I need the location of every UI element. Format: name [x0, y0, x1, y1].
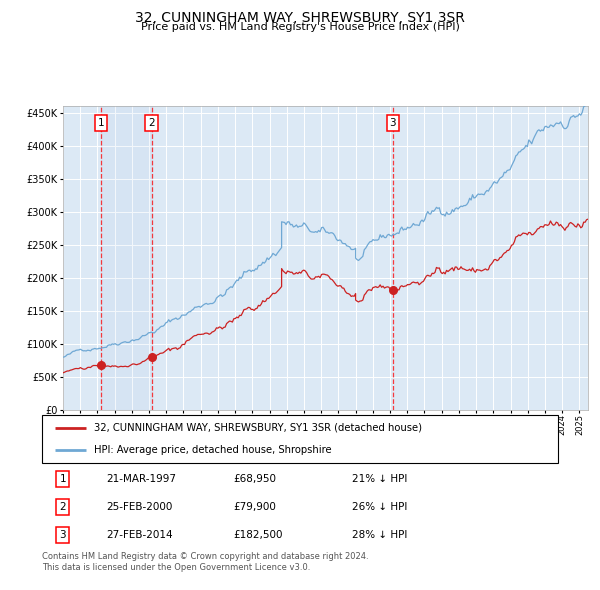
Text: 26% ↓ HPI: 26% ↓ HPI [352, 502, 407, 512]
Text: 27-FEB-2014: 27-FEB-2014 [107, 530, 173, 540]
Text: 28% ↓ HPI: 28% ↓ HPI [352, 530, 407, 540]
FancyBboxPatch shape [42, 415, 558, 463]
Bar [101, 106, 152, 410]
Text: £182,500: £182,500 [233, 530, 283, 540]
Text: 25-FEB-2000: 25-FEB-2000 [107, 502, 173, 512]
Text: 1: 1 [98, 118, 104, 128]
Text: Contains HM Land Registry data © Crown copyright and database right 2024.
This d: Contains HM Land Registry data © Crown c… [42, 552, 368, 572]
Text: £68,950: £68,950 [233, 474, 276, 484]
Text: 3: 3 [59, 530, 66, 540]
Text: £79,900: £79,900 [233, 502, 276, 512]
Text: Price paid vs. HM Land Registry's House Price Index (HPI): Price paid vs. HM Land Registry's House … [140, 22, 460, 32]
Text: HPI: Average price, detached house, Shropshire: HPI: Average price, detached house, Shro… [94, 445, 331, 455]
Text: 2: 2 [59, 502, 66, 512]
Text: 21-MAR-1997: 21-MAR-1997 [107, 474, 176, 484]
Text: 32, CUNNINGHAM WAY, SHREWSBURY, SY1 3SR (detached house): 32, CUNNINGHAM WAY, SHREWSBURY, SY1 3SR … [94, 423, 422, 433]
Text: 1: 1 [59, 474, 66, 484]
Text: 32, CUNNINGHAM WAY, SHREWSBURY, SY1 3SR: 32, CUNNINGHAM WAY, SHREWSBURY, SY1 3SR [135, 11, 465, 25]
Text: 2: 2 [148, 118, 155, 128]
Text: 3: 3 [389, 118, 396, 128]
Text: 21% ↓ HPI: 21% ↓ HPI [352, 474, 407, 484]
